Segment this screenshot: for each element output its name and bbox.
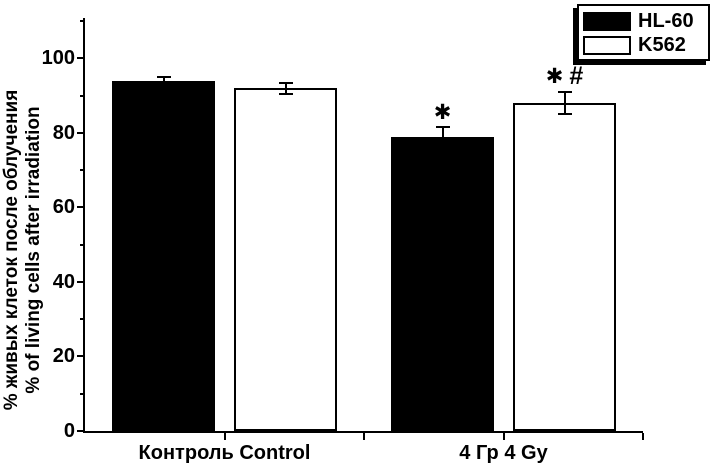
significance-annotation: ✱ #	[546, 63, 584, 91]
error-bar-cap-bottom	[278, 92, 293, 95]
error-bar-cap-bottom	[156, 83, 171, 86]
asterisk-significance-mark: ✱	[433, 99, 452, 124]
bar-k562-2	[513, 103, 616, 431]
hash-significance-mark: #	[569, 62, 584, 91]
error-bar-cap-top	[278, 81, 293, 84]
legend-entry-hl60: HL-60	[583, 9, 704, 33]
x-boundary-tick	[363, 433, 365, 440]
x-category-tick	[502, 433, 505, 440]
x-boundary-tick	[642, 433, 644, 440]
significance-annotation: ✱	[434, 98, 452, 126]
y-axis-label: % живых клеток после облучения % of livi…	[1, 90, 45, 411]
error-bar-line	[563, 91, 566, 115]
x-category-tick	[223, 433, 226, 440]
x-axis-category-label: Контроль Control	[138, 442, 311, 464]
legend-label-k562: K562	[638, 34, 686, 56]
bar-k562-1	[234, 88, 337, 431]
legend: HL-60 K562	[577, 4, 710, 61]
y-axis-line	[83, 18, 85, 433]
x-axis-line	[83, 431, 643, 433]
y-tick-label: 0	[63, 420, 75, 442]
bar-hl-60-2	[391, 136, 494, 431]
error-bar-line	[284, 82, 287, 94]
error-bar-line	[441, 127, 444, 146]
error-bar-line	[162, 76, 165, 85]
y-tick-label: 100	[41, 47, 75, 70]
error-bar-cap-bottom	[435, 144, 450, 147]
y-axis-label-line-ru: % живых клеток после облучения	[1, 89, 22, 411]
legend-entry-k562: K562	[583, 33, 704, 57]
legend-swatch-black-icon	[583, 11, 631, 31]
error-bar-cap-bottom	[557, 113, 572, 116]
asterisk-significance-mark: ✱	[545, 64, 564, 89]
y-axis-label-line-en: % of living cells after irradiation	[23, 106, 44, 394]
legend-swatch-white-icon	[583, 35, 631, 55]
x-axis-category-label: 4 Гр 4 Gy	[459, 442, 548, 464]
error-bar-cap-top	[156, 75, 171, 78]
legend-label-hl60: HL-60	[638, 10, 694, 32]
error-bar-cap-top	[435, 126, 450, 129]
error-bar-cap-top	[557, 90, 572, 93]
bar-hl-60-1	[112, 80, 215, 431]
plot-area: ✱ ✱ #	[85, 18, 643, 431]
